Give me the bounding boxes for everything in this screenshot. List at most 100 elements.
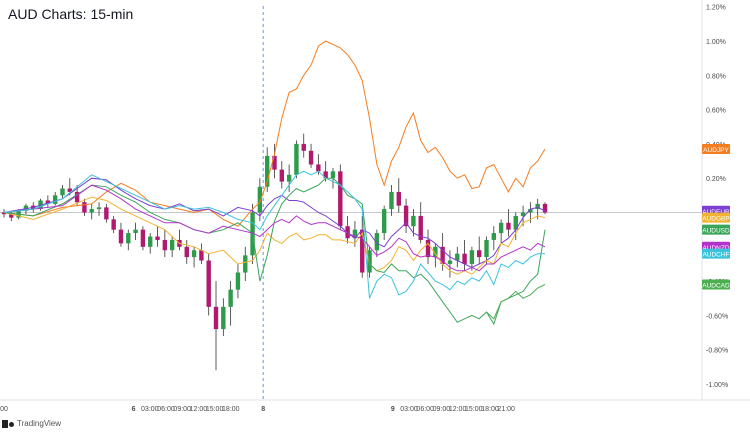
y-tick-label: 0.20%	[706, 176, 726, 183]
candle-body	[148, 236, 153, 247]
series-line-audnzd	[3, 184, 546, 272]
series-line-audcad	[486, 284, 546, 320]
candle-body	[104, 207, 109, 220]
x-tick-label: 18:00	[222, 406, 240, 413]
candle-body	[345, 226, 350, 239]
x-tick-label: 00	[0, 406, 8, 413]
y-tick-label: -0.80%	[706, 348, 728, 355]
x-tick-label: 12:00	[449, 406, 467, 413]
candle-body	[520, 212, 526, 216]
y-tick-label: 0.80%	[706, 73, 726, 80]
candle-body	[82, 202, 87, 213]
candle-body	[381, 209, 387, 234]
y-tick-label: -1.00%	[706, 382, 728, 389]
svg-text:AUDCHF: AUDCHF	[702, 252, 729, 259]
svg-text:AUDNZD: AUDNZD	[702, 245, 729, 252]
candle-body	[535, 203, 540, 210]
x-tick-label: 09:00	[433, 406, 451, 413]
series-label-audusd: AUDUSD	[702, 224, 730, 235]
candle-body	[491, 233, 497, 240]
candle-body	[330, 171, 336, 179]
y-tick-label: 0.60%	[706, 108, 726, 115]
series-label-audchf: AUDCHF	[702, 248, 730, 259]
candle-body	[213, 306, 219, 330]
candle-body	[184, 246, 189, 258]
candle-body	[60, 188, 65, 196]
svg-text:AUDCAD: AUDCAD	[702, 283, 730, 290]
candle-body	[389, 191, 394, 210]
x-tick-label: 18:00	[481, 406, 499, 413]
candle-body	[411, 215, 416, 227]
candle-body	[352, 229, 358, 239]
x-tick-label: 03:00	[141, 406, 159, 413]
x-tick-label: 09:00	[173, 406, 191, 413]
tradingview-logo: TradingView	[2, 419, 61, 428]
y-tick-label: 1.20%	[706, 5, 726, 12]
candle-body	[206, 260, 211, 307]
candle-body	[279, 169, 285, 182]
series-line-audjpy	[3, 40, 546, 227]
tradingview-icon	[2, 419, 14, 428]
tradingview-logo-text: TradingView	[17, 419, 62, 428]
candle-body	[440, 246, 445, 264]
candle-body	[264, 155, 270, 187]
candle-body	[243, 255, 248, 273]
x-tick-label: 9	[391, 406, 395, 413]
y-tick-label: -0.60%	[706, 313, 728, 320]
x-tick-label: 03:00	[400, 406, 418, 413]
candle-body	[221, 306, 226, 330]
candle-body	[9, 214, 14, 218]
candle-body	[162, 239, 168, 251]
candle-body	[235, 272, 241, 290]
series-line-audgbp	[3, 196, 546, 275]
candle-body	[1, 212, 7, 215]
candle-body	[228, 289, 233, 307]
svg-text:AUDUSD: AUDUSD	[702, 228, 730, 235]
candle-body	[542, 203, 548, 213]
candle-body	[528, 209, 533, 213]
series-line-audchf	[3, 170, 545, 299]
candle-body	[118, 229, 124, 244]
candle-body	[477, 250, 482, 258]
x-tick-label: 15:00	[465, 406, 483, 413]
chart-title: AUD Charts: 15-min	[8, 6, 133, 22]
candle-body	[403, 205, 409, 227]
candle-body	[52, 195, 58, 204]
candle-body	[111, 219, 116, 230]
candle-body	[133, 229, 138, 234]
candle-body	[308, 150, 314, 165]
candle-body	[199, 250, 204, 261]
candle-body	[140, 229, 146, 247]
candle-body	[67, 188, 72, 192]
candle-body	[425, 239, 431, 258]
candle-body	[374, 233, 380, 251]
x-tick-label: 8	[261, 406, 265, 413]
candle-body	[462, 253, 467, 264]
candle-body	[169, 239, 175, 251]
svg-text:AUDEUR: AUDEUR	[702, 209, 730, 216]
x-tick-label: 06:00	[416, 406, 434, 413]
candle-body	[301, 143, 306, 151]
candle-body	[286, 174, 292, 182]
candle-body	[455, 253, 460, 261]
candle-body	[257, 186, 263, 213]
x-tick-label: 12:00	[190, 406, 208, 413]
candle-body	[433, 246, 438, 258]
candle-body	[447, 260, 453, 264]
series-label-audcad: AUDCAD	[702, 279, 730, 290]
candle-body	[96, 207, 102, 210]
candle-body	[469, 250, 475, 264]
x-tick-label: 6	[132, 406, 136, 413]
candle-body	[506, 222, 511, 230]
candle-body	[484, 239, 489, 258]
svg-text:AUDJPY: AUDJPY	[703, 147, 729, 154]
candle-body	[272, 155, 277, 170]
candle-body	[316, 164, 321, 172]
candle-body	[323, 171, 328, 179]
candle-body	[294, 143, 299, 175]
series-label-audgbp: AUDGBP	[702, 212, 730, 223]
candle-body	[74, 191, 80, 203]
x-tick-label: 21:00	[497, 406, 515, 413]
